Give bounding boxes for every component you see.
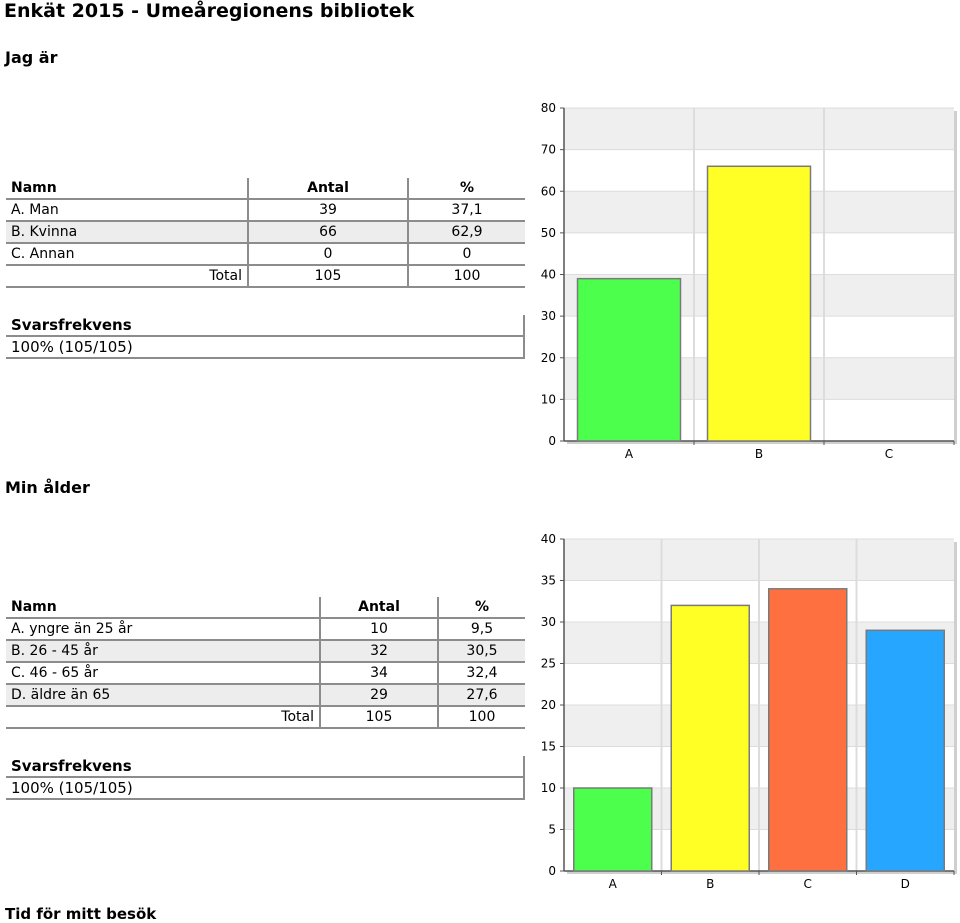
bar-A [576,277,682,442]
cell-percent: 30,5 [438,640,525,663]
question-heading-age: Min ålder [5,478,90,497]
y-tick-label: 10 [541,392,556,406]
cell-count: 32 [320,640,439,663]
cell-name: C. Annan [6,243,249,266]
y-tick-label: 40 [541,268,556,282]
cell-count: 34 [320,662,439,685]
cell-percent: 9,5 [438,618,525,641]
table-total-row: Total 105 100 [6,706,525,729]
y-tick-label: 15 [541,740,556,754]
col-header-namn: Namn [6,178,249,200]
cell-percent: 0 [408,243,525,266]
total-percent: 100 [408,265,525,288]
x-tick-label: B [755,447,763,461]
col-header-namn: Namn [6,597,321,619]
table-row: B. Kvinna 66 62,9 [6,221,525,244]
y-tick-label: 30 [541,309,556,323]
cell-percent: 27,6 [438,684,525,707]
total-count: 105 [320,706,439,729]
total-label: Total [6,265,249,288]
cell-count: 39 [248,199,409,222]
y-tick-label: 0 [548,434,556,448]
y-tick-label: 35 [541,574,556,588]
cell-name: D. äldre än 65 [6,684,321,707]
table-row: B. 26 - 45 år 32 30,5 [6,640,525,663]
bar-C [768,588,848,872]
cell-name: B. 26 - 45 år [6,640,321,663]
x-tick-label: A [609,877,618,890]
x-tick-label: C [804,877,812,890]
y-tick-label: 25 [541,657,556,671]
y-tick-label: 40 [541,532,556,546]
table-row: C. Annan 0 0 [6,243,525,266]
y-tick-label: 70 [541,143,556,157]
table-total-row: Total 105 100 [6,265,525,288]
response-rate-value: 100% (105/105) [6,336,525,359]
bar-B [670,604,750,872]
cell-count: 0 [248,243,409,266]
response-rate-age: Svarsfrekvens 100% (105/105) [6,756,525,800]
y-tick-label: 30 [541,615,556,629]
x-tick-label: D [901,877,910,890]
table-row: D. äldre än 65 29 27,6 [6,684,525,707]
page-title: Enkät 2015 - Umeåregionens bibliotek [4,0,415,22]
grid-band [564,108,954,150]
cell-count: 66 [248,221,409,244]
total-label: Total [6,706,321,729]
results-table-age: Namn Antal % A. yngre än 25 år 10 9,5 B.… [6,597,525,729]
table-row: A. Man 39 37,1 [6,199,525,222]
question-heading-visit-time: Tid för mitt besök [5,905,157,923]
cell-count: 29 [320,684,439,707]
y-tick-label: 20 [541,698,556,712]
response-rate-label: Svarsfrekvens [6,756,525,778]
col-header-antal: Antal [248,178,409,200]
response-rate-value: 100% (105/105) [6,777,525,800]
x-tick-label: C [885,447,893,461]
bar-A [573,787,653,872]
y-tick-label: 20 [541,351,556,365]
total-percent: 100 [438,706,525,729]
cell-count: 10 [320,618,439,641]
y-tick-label: 10 [541,781,556,795]
response-rate-gender: Svarsfrekvens 100% (105/105) [6,315,525,359]
cell-percent: 62,9 [408,221,525,244]
cell-name: A. Man [6,199,249,222]
col-header-percent: % [408,178,525,200]
y-tick-label: 0 [548,864,556,878]
question-heading-gender: Jag är [5,48,58,67]
col-header-percent: % [438,597,525,619]
table-header-row: Namn Antal % [6,178,525,200]
results-table-gender: Namn Antal % A. Man 39 37,1 B. Kvinna 66… [6,178,525,288]
cell-name: A. yngre än 25 år [6,618,321,641]
total-count: 105 [248,265,409,288]
bar-chart-gender: 0 10 20 30 40 50 60 70 80 A B C [541,101,957,461]
x-tick-label: A [625,447,634,461]
cell-name: C. 46 - 65 år [6,662,321,685]
cell-percent: 37,1 [408,199,525,222]
response-rate-label: Svarsfrekvens [6,315,525,337]
y-tick-label: 50 [541,226,556,240]
bar-chart-age: 0 5 10 15 20 25 30 35 40 A B C D [541,532,957,890]
table-header-row: Namn Antal % [6,597,525,619]
table-row: A. yngre än 25 år 10 9,5 [6,618,525,641]
x-tick-label: B [706,877,714,890]
y-tick-label: 60 [541,184,556,198]
cell-name: B. Kvinna [6,221,249,244]
bar-D [865,629,945,872]
col-header-antal: Antal [320,597,439,619]
bar-B [706,165,812,442]
cell-percent: 32,4 [438,662,525,685]
y-tick-label: 5 [548,823,556,837]
table-row: C. 46 - 65 år 34 32,4 [6,662,525,685]
y-tick-label: 80 [541,101,556,115]
